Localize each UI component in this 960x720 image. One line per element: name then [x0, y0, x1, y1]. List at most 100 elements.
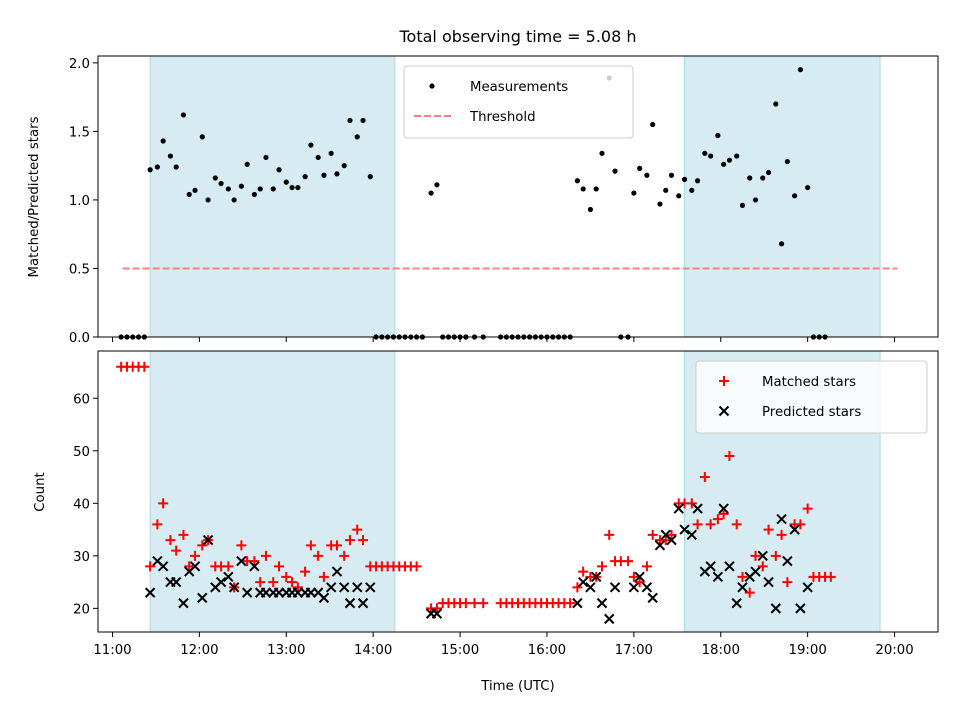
measurement-point — [295, 184, 301, 191]
predicted-star-point — [731, 597, 742, 609]
y-tick-label: 1.0 — [69, 194, 90, 209]
legend-marker — [719, 376, 729, 386]
measurement-point — [341, 163, 347, 169]
matched-star-point — [750, 550, 761, 561]
matched-star-point — [623, 556, 634, 567]
measurement-point — [270, 186, 276, 192]
measurement-point — [694, 178, 701, 184]
predicted-star-point — [338, 582, 350, 593]
measurement-point — [434, 182, 440, 188]
matched-star-point — [469, 598, 480, 609]
top-y-axis-title: Matched/Predicted stars — [27, 116, 42, 277]
matched-star-point — [184, 561, 195, 572]
measurement-point — [599, 150, 605, 156]
y-tick-label: 30 — [73, 550, 90, 565]
predicted-star-point — [802, 582, 813, 593]
measurement-point — [708, 153, 714, 159]
x-tick-label: 20:00 — [875, 643, 913, 658]
measurement-point — [650, 121, 656, 128]
matched-star-point — [178, 529, 189, 540]
matched-star-point — [686, 498, 697, 509]
matched-star-point — [692, 519, 703, 530]
measurement-point — [328, 150, 334, 156]
measurement-point — [631, 190, 637, 196]
legend-label: Measurements — [470, 80, 568, 95]
measurement-point — [173, 164, 179, 170]
measurement-point — [593, 186, 599, 192]
predicted-star-point — [215, 576, 227, 588]
matched-star-point — [313, 550, 324, 561]
matched-star-point — [261, 550, 271, 561]
measurement-point — [773, 101, 779, 107]
x-tick-label: 15:00 — [441, 643, 479, 658]
predicted-star-point — [223, 571, 234, 583]
predicted-star-point — [654, 540, 666, 551]
matched-star-point — [145, 561, 156, 572]
x-tick-label: 16:00 — [528, 643, 566, 658]
matched-star-point — [345, 535, 355, 546]
measurement-point — [765, 169, 772, 176]
matched-star-point — [628, 571, 639, 582]
predicted-star-point — [770, 603, 782, 614]
predicted-star-point — [776, 513, 787, 525]
measurement-point — [167, 153, 174, 159]
measurement-point — [747, 175, 753, 181]
matched-star-point — [431, 603, 442, 614]
measurement-point — [231, 197, 237, 203]
matched-star-point — [158, 498, 169, 509]
matched-star-point — [139, 361, 150, 372]
predicted-star-point — [325, 582, 337, 593]
measurement-point — [308, 142, 314, 148]
matched-star-point — [744, 587, 755, 598]
measurement-point — [257, 186, 263, 192]
measurement-point — [180, 112, 187, 118]
matched-star-point — [718, 508, 729, 519]
measurement-point — [797, 67, 804, 73]
measurement-point — [726, 157, 733, 163]
matched-star-point — [255, 577, 266, 588]
measurement-point — [225, 186, 231, 192]
predicted-star-point — [718, 503, 729, 514]
measurement-point — [637, 165, 643, 171]
measurement-point — [218, 180, 224, 187]
measurement-point — [612, 168, 618, 174]
predicted-star-point — [604, 613, 615, 625]
measurement-point — [739, 202, 746, 209]
y-tick-label: 0.0 — [69, 331, 90, 346]
measurement-point — [587, 206, 594, 213]
matched-star-point — [724, 451, 735, 462]
matched-star-point — [318, 571, 329, 582]
measurement-point — [689, 187, 695, 193]
predicted-star-point — [202, 534, 214, 546]
measurement-point — [251, 191, 258, 198]
plot-frame — [97, 55, 939, 338]
predicted-star-point — [331, 566, 343, 577]
predicted-star-point — [249, 561, 260, 572]
x-tick-label: 11:00 — [93, 643, 131, 658]
measurement-point — [702, 150, 708, 156]
measurement-point — [192, 187, 198, 193]
measurement-point — [428, 190, 434, 196]
predicted-star-point — [692, 503, 703, 514]
x-tick-label: 19:00 — [788, 643, 826, 658]
predicted-star-point — [724, 561, 735, 572]
predicted-star-point — [344, 597, 356, 609]
measurement-point — [160, 138, 166, 144]
matched-star-point — [358, 535, 369, 546]
measurement-point — [734, 153, 740, 159]
matched-star-point — [165, 535, 176, 546]
matched-star-point — [634, 577, 645, 588]
matched-star-point — [604, 529, 615, 540]
predicted-star-point — [647, 592, 658, 604]
predicted-star-point — [431, 608, 443, 619]
predicted-star-point — [750, 566, 761, 577]
y-tick-label: 20 — [73, 602, 90, 617]
measurement-point — [715, 132, 721, 139]
matched-star-point — [305, 540, 316, 551]
matched-star-point — [578, 566, 589, 577]
predicted-star-point — [641, 582, 653, 593]
measurement-point — [154, 164, 160, 170]
predicted-star-point — [705, 561, 716, 572]
predicted-star-point — [634, 571, 645, 583]
